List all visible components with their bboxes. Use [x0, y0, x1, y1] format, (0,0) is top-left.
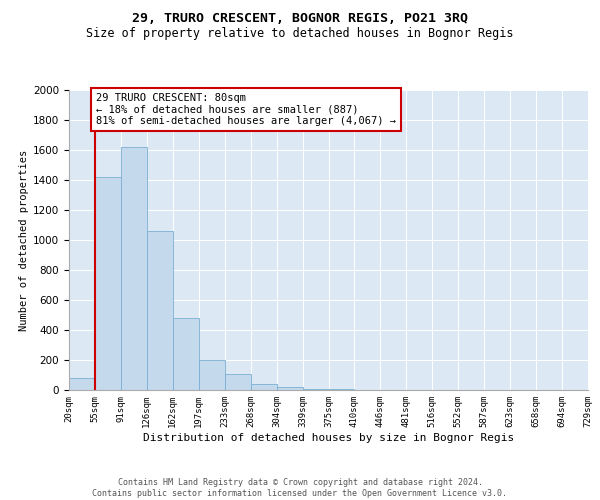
Bar — [199, 360, 224, 390]
Text: Size of property relative to detached houses in Bognor Regis: Size of property relative to detached ho… — [86, 28, 514, 40]
Bar — [277, 387, 302, 390]
Bar — [302, 388, 329, 390]
Text: 29 TRURO CRESCENT: 80sqm
← 18% of detached houses are smaller (887)
81% of semi-: 29 TRURO CRESCENT: 80sqm ← 18% of detach… — [96, 93, 396, 126]
Bar — [251, 384, 277, 390]
Bar — [173, 318, 199, 390]
Bar — [329, 389, 355, 390]
Bar — [69, 378, 95, 390]
Bar — [147, 231, 173, 390]
Text: Contains HM Land Registry data © Crown copyright and database right 2024.
Contai: Contains HM Land Registry data © Crown c… — [92, 478, 508, 498]
Y-axis label: Number of detached properties: Number of detached properties — [19, 150, 29, 330]
Bar — [121, 147, 147, 390]
Bar — [225, 374, 251, 390]
X-axis label: Distribution of detached houses by size in Bognor Regis: Distribution of detached houses by size … — [143, 432, 514, 442]
Text: 29, TRURO CRESCENT, BOGNOR REGIS, PO21 3RQ: 29, TRURO CRESCENT, BOGNOR REGIS, PO21 3… — [132, 12, 468, 26]
Bar — [95, 177, 121, 390]
